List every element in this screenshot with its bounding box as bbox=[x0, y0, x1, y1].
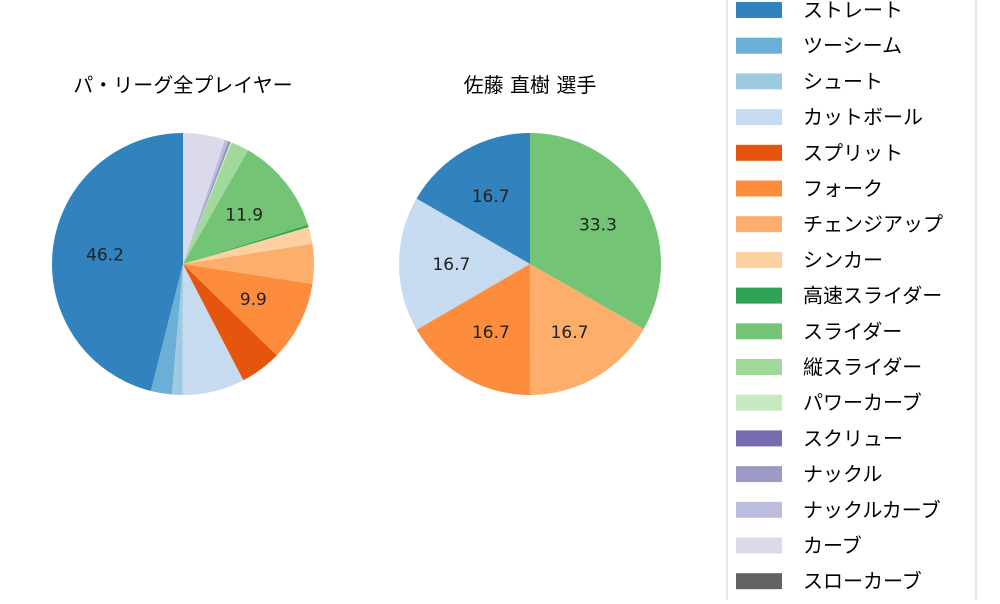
pie-slice-ナックルカーブ bbox=[183, 139, 229, 264]
pie-title-league: パ・リーグ全プレイヤー bbox=[73, 73, 292, 97]
legend-swatch bbox=[736, 180, 782, 197]
pie-data-label: 16.7 bbox=[472, 323, 510, 343]
pie-slice-スライダー bbox=[183, 150, 308, 264]
pie-slice-ストレート bbox=[51, 133, 183, 392]
pie-player: 16.7 16.7 16.7 16.7 33.3 bbox=[399, 133, 661, 395]
pie-slice-チェンジアップ bbox=[530, 264, 644, 395]
legend-swatch bbox=[736, 323, 782, 340]
pie-data-label: 16.7 bbox=[472, 187, 510, 207]
legend-swatch bbox=[736, 144, 782, 161]
legend-label: スクリュー bbox=[803, 426, 903, 450]
pie-slice-スプリット bbox=[183, 264, 277, 381]
pie-slice-パワーカーブ bbox=[183, 141, 232, 264]
legend-label: カットボール bbox=[803, 105, 923, 129]
legend-label: スプリット bbox=[803, 141, 903, 165]
pie-slice-縦スライダー bbox=[183, 142, 249, 264]
pie-data-label: 33.3 bbox=[579, 216, 617, 236]
legend-swatch bbox=[736, 430, 782, 447]
legend-label: ツーシーム bbox=[803, 34, 902, 58]
legend-label: ナックル bbox=[803, 462, 882, 486]
legend-swatch bbox=[736, 359, 782, 375]
legend-label: スライダー bbox=[803, 319, 902, 343]
pie-slice-スライダー bbox=[530, 133, 661, 330]
pie-slice-ナックル bbox=[183, 140, 230, 264]
pie-data-label: 9.9 bbox=[240, 290, 267, 310]
legend-swatch bbox=[736, 216, 782, 233]
pie-slice-スクリュー bbox=[183, 141, 231, 264]
legend-label: スローカーブ bbox=[803, 569, 922, 593]
pie-data-label: 11.9 bbox=[225, 206, 263, 226]
legend-swatch bbox=[736, 466, 782, 483]
legend-swatch bbox=[736, 537, 782, 554]
legend-swatch bbox=[736, 251, 782, 268]
legend-label: シンカー bbox=[803, 248, 883, 272]
legend-swatch bbox=[736, 2, 782, 18]
legend-label: シュート bbox=[803, 69, 883, 93]
pie-slice-チェンジアップ bbox=[183, 243, 315, 284]
pie-data-label: 16.7 bbox=[551, 323, 589, 343]
pie-slice-カットボール bbox=[182, 264, 244, 396]
legend-label: ナックルカーブ bbox=[803, 498, 941, 522]
pie-data-label: 16.7 bbox=[432, 255, 470, 275]
legend-label: ストレート bbox=[803, 0, 903, 22]
legend: ストレートツーシームシュートカットボールスプリットフォークチェンジアップシンカー… bbox=[726, 0, 977, 604]
pie-slice-フォーク bbox=[416, 264, 531, 395]
pie-slice-高速スライダー bbox=[183, 224, 309, 264]
pie-slice-ツーシーム bbox=[150, 264, 183, 395]
legend-swatch bbox=[736, 394, 782, 411]
pie-slice-フォーク bbox=[183, 264, 313, 356]
legend-swatch bbox=[736, 573, 782, 590]
legend-swatch bbox=[736, 501, 782, 518]
legend-swatch bbox=[736, 73, 782, 90]
pie-slice-ストレート bbox=[416, 133, 530, 264]
pie-title-player: 佐藤 直樹 選手 bbox=[464, 73, 597, 97]
pie-slice-シュート bbox=[171, 264, 183, 395]
legend-label: カーブ bbox=[803, 534, 862, 558]
legend-label: パワーカーブ bbox=[803, 391, 922, 415]
pie-slice-カットボール bbox=[399, 198, 530, 330]
legend-label: 縦スライダー bbox=[803, 355, 922, 379]
legend-label: フォーク bbox=[803, 177, 883, 201]
pie-slice-シンカー bbox=[183, 226, 313, 264]
pie-data-label: 46.2 bbox=[86, 245, 124, 265]
legend-swatch bbox=[736, 109, 782, 126]
legend-label: 高速スライダー bbox=[803, 284, 942, 308]
legend-swatch bbox=[736, 287, 782, 304]
legend-frame bbox=[726, 0, 977, 604]
legend-label: チェンジアップ bbox=[803, 212, 943, 236]
pie-slice-カーブ bbox=[183, 133, 225, 264]
pie-league: 46.2 9.9 11.9 bbox=[51, 133, 315, 396]
legend-swatch bbox=[736, 37, 782, 54]
